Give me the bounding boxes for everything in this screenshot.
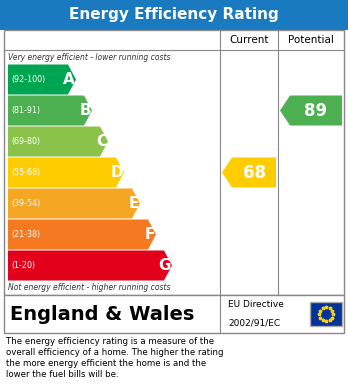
Text: lower the fuel bills will be.: lower the fuel bills will be. [6, 370, 119, 379]
Polygon shape [8, 188, 140, 219]
Polygon shape [8, 158, 124, 188]
Bar [310, 302, 342, 326]
Polygon shape [222, 158, 276, 188]
Bar [0, 0, 348, 30]
Text: B: B [79, 103, 91, 118]
Text: The energy efficiency rating is a measure of the: The energy efficiency rating is a measur… [6, 337, 214, 346]
Polygon shape [8, 95, 92, 126]
Polygon shape [8, 65, 76, 95]
Text: F: F [145, 227, 155, 242]
Text: (69-80): (69-80) [11, 137, 40, 146]
Text: 89: 89 [304, 102, 327, 120]
Text: (92-100): (92-100) [11, 75, 45, 84]
Text: (81-91): (81-91) [11, 106, 40, 115]
Text: overall efficiency of a home. The higher the rating: overall efficiency of a home. The higher… [6, 348, 223, 357]
Text: (55-68): (55-68) [11, 168, 40, 177]
Text: (39-54): (39-54) [11, 199, 40, 208]
Text: A: A [63, 72, 75, 87]
Text: England & Wales: England & Wales [10, 305, 195, 323]
Text: (21-38): (21-38) [11, 230, 40, 239]
Text: 68: 68 [243, 163, 266, 181]
Polygon shape [280, 95, 342, 126]
Text: C: C [96, 134, 107, 149]
Text: Energy Efficiency Rating: Energy Efficiency Rating [69, 7, 279, 23]
Text: Very energy efficient - lower running costs: Very energy efficient - lower running co… [8, 52, 171, 61]
Text: 2002/91/EC: 2002/91/EC [228, 319, 280, 328]
Polygon shape [8, 127, 108, 156]
Polygon shape [8, 251, 172, 280]
Text: E: E [129, 196, 139, 211]
Polygon shape [8, 219, 156, 249]
Bar [4, 295, 344, 333]
Text: EU Directive: EU Directive [228, 300, 284, 309]
Text: G: G [158, 258, 171, 273]
Bar [4, 30, 344, 295]
Text: (1-20): (1-20) [11, 261, 35, 270]
Text: Current: Current [229, 35, 269, 45]
Text: Potential: Potential [288, 35, 334, 45]
Text: Not energy efficient - higher running costs: Not energy efficient - higher running co… [8, 283, 171, 292]
Text: D: D [110, 165, 123, 180]
Text: the more energy efficient the home is and the: the more energy efficient the home is an… [6, 359, 206, 368]
